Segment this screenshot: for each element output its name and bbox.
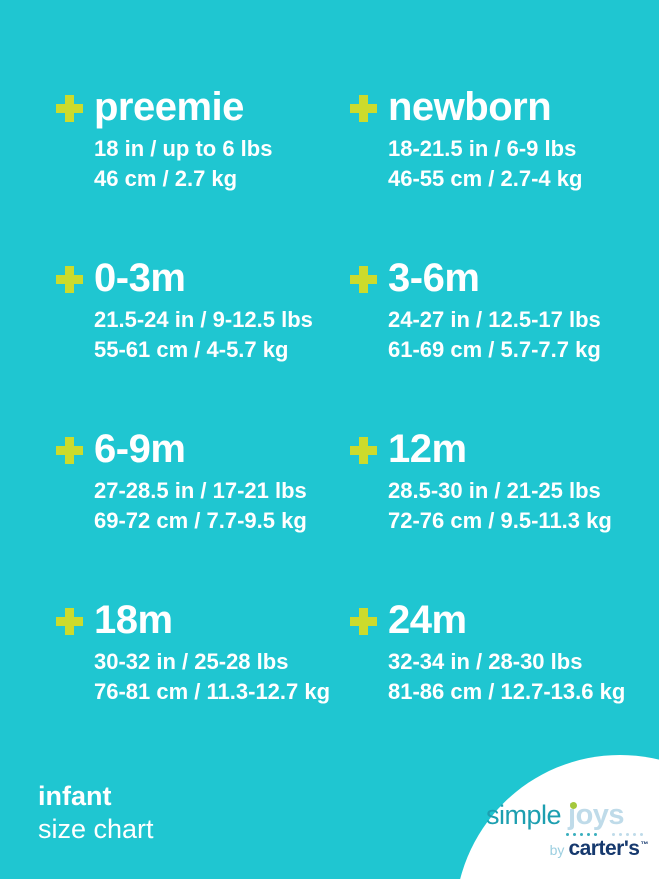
size-imperial: 21.5-24 in / 9-12.5 lbs: [94, 307, 313, 332]
size-info: 6-9m 27-28.5 in / 17-21 lbs 69-72 cm / 7…: [94, 426, 307, 536]
size-cell-18m: 18m 30-32 in / 25-28 lbs 76-81 cm / 11.3…: [56, 597, 350, 768]
size-info: 3-6m 24-27 in / 12.5-17 lbs 61-69 cm / 5…: [388, 255, 601, 365]
size-info: preemie 18 in / up to 6 lbs 46 cm / 2.7 …: [94, 84, 272, 194]
plus-icon: [56, 608, 83, 635]
size-info: newborn 18-21.5 in / 6-9 lbs 46-55 cm / …: [388, 84, 582, 194]
size-imperial: 30-32 in / 25-28 lbs: [94, 649, 289, 674]
size-cell-0-3m: 0-3m 21.5-24 in / 9-12.5 lbs 55-61 cm / …: [56, 255, 350, 426]
size-metric: 81-86 cm / 12.7-13.6 kg: [388, 678, 626, 704]
plus-icon: [56, 437, 83, 464]
size-grid: preemie 18 in / up to 6 lbs 46 cm / 2.7 …: [56, 84, 628, 768]
size-imperial: 24-27 in / 12.5-17 lbs: [388, 307, 601, 332]
size-label: newborn: [388, 85, 552, 129]
brand-logo: simple joys by carter's™: [486, 799, 648, 861]
size-label: 0-3m: [94, 256, 186, 300]
size-metric: 61-69 cm / 5.7-7.7 kg: [388, 336, 601, 362]
size-imperial: 27-28.5 in / 17-21 lbs: [94, 478, 307, 503]
plus-icon: [350, 608, 377, 635]
logo-by-text: by: [549, 842, 565, 858]
brand-logo-wordmark: simple joys: [486, 799, 648, 832]
size-info: 18m 30-32 in / 25-28 lbs 76-81 cm / 11.3…: [94, 597, 330, 707]
brand-logo-byline: by carter's™: [486, 837, 649, 861]
size-imperial: 18-21.5 in / 6-9 lbs: [388, 136, 577, 161]
size-cell-preemie: preemie 18 in / up to 6 lbs 46 cm / 2.7 …: [56, 84, 350, 255]
size-cell-24m: 24m 32-34 in / 28-30 lbs 81-86 cm / 12.7…: [350, 597, 628, 768]
size-cell-6-9m: 6-9m 27-28.5 in / 17-21 lbs 69-72 cm / 7…: [56, 426, 350, 597]
size-metric: 55-61 cm / 4-5.7 kg: [94, 336, 289, 362]
size-info: 12m 28.5-30 in / 21-25 lbs 72-76 cm / 9.…: [388, 426, 612, 536]
size-imperial: 28.5-30 in / 21-25 lbs: [388, 478, 601, 503]
size-metric: 46 cm / 2.7 kg: [94, 165, 238, 191]
size-metric: 69-72 cm / 7.7-9.5 kg: [94, 507, 307, 533]
plus-icon: [350, 266, 377, 293]
logo-dotted-underline: [486, 833, 648, 836]
logo-j-dot-icon: [570, 802, 578, 809]
caption-title: infant: [38, 781, 112, 812]
size-label: 18m: [94, 598, 173, 642]
size-info: 24m 32-34 in / 28-30 lbs 81-86 cm / 12.7…: [388, 597, 625, 707]
size-imperial: 18 in / up to 6 lbs: [94, 136, 273, 161]
caption-subtitle: size chart: [38, 813, 154, 844]
logo-dots-teal: [566, 833, 597, 836]
size-label: 6-9m: [94, 427, 186, 471]
size-cell-12m: 12m 28.5-30 in / 21-25 lbs 72-76 cm / 9.…: [350, 426, 628, 597]
size-label: 24m: [388, 598, 467, 642]
plus-icon: [350, 95, 377, 122]
size-label: preemie: [94, 85, 244, 129]
logo-dots-pale: [612, 833, 643, 836]
logo-simple-text: simple: [486, 800, 562, 830]
size-info: 0-3m 21.5-24 in / 9-12.5 lbs 55-61 cm / …: [94, 255, 313, 365]
size-label: 3-6m: [388, 256, 480, 300]
size-metric: 76-81 cm / 11.3-12.7 kg: [94, 678, 331, 704]
size-cell-newborn: newborn 18-21.5 in / 6-9 lbs 46-55 cm / …: [350, 84, 628, 255]
logo-joys-text: joys: [568, 799, 625, 831]
size-label: 12m: [388, 427, 467, 471]
plus-icon: [56, 95, 83, 122]
chart-caption: infant size chart: [38, 780, 154, 845]
size-metric: 72-76 cm / 9.5-11.3 kg: [388, 507, 612, 533]
plus-icon: [350, 437, 377, 464]
size-cell-3-6m: 3-6m 24-27 in / 12.5-17 lbs 61-69 cm / 5…: [350, 255, 628, 426]
size-metric: 46-55 cm / 2.7-4 kg: [388, 165, 583, 191]
logo-carters-text: carter's™: [568, 837, 649, 860]
plus-icon: [56, 266, 83, 293]
size-imperial: 32-34 in / 28-30 lbs: [388, 649, 583, 674]
trademark-symbol: ™: [640, 840, 649, 849]
